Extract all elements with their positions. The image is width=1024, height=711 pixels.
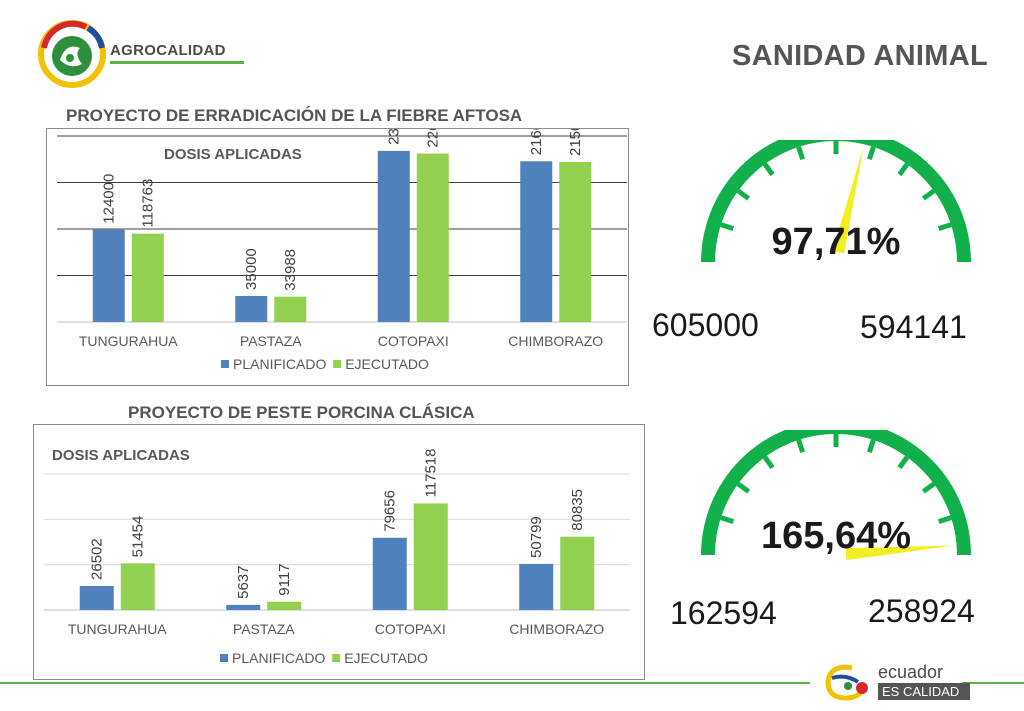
bar-planificado-chimborazo [519,563,554,610]
bar-planificado-cotopaxi [372,537,407,610]
gauge-tick [736,188,751,201]
bar-planificado-chimborazo [520,161,553,322]
gauge-tick [866,146,876,161]
gauge-tick [937,222,952,232]
chart1-frame: DOSIS APLICADAS 124000 118763 TUNGURAHUA 350… [46,95,629,386]
gauge-tick [866,439,876,454]
gauge-percent: 165,64% [761,515,911,557]
legend-swatch-ejecutado [333,360,342,368]
ecuador-es-calidad-logo: ecuador ES CALIDAD [822,656,972,706]
gauge-tick [720,515,735,525]
gauge-tick [762,162,775,177]
gauge-executed-value: 594141 [860,309,967,345]
legend-entry: EJECUTADO [344,650,428,666]
bar-planificado-pastaza [235,295,268,322]
logo-text: AGROCALIDAD [110,42,226,59]
legend-entry: PLANIFICADO [233,356,326,372]
legend-swatch-ejecutado [332,654,341,662]
data-label: 117518 [423,448,440,497]
gauge-executed-value: 258924 [868,593,975,629]
legend-swatch-planificado [220,654,228,662]
data-label: 80835 [569,489,586,531]
category-label: COTOPAXI [378,333,449,349]
agrocalidad-logo [36,18,252,94]
bar-ejecutado-chimborazo [559,162,592,322]
category-label: CHIMBORAZO [509,621,604,637]
ecuador-emblem-icon [825,664,868,701]
category-label: COTOPAXI [375,621,446,637]
bar-ejecutado-tungurahua [120,563,155,610]
data-label: 216000 [528,129,545,155]
bar-planificado-cotopaxi [377,150,410,322]
data-label: 215020 [567,129,584,156]
category-label: CHIMBORAZO [508,333,603,349]
gauge1: 97,71% 605000 594141 [652,140,971,345]
data-label: 50799 [528,516,545,558]
gauge2: 165,64% 162594 258924 [670,430,975,631]
chart1-subtitle: DOSIS APLICADAS [164,146,302,163]
data-label: 124000 [101,174,118,224]
footer-logo-line1: ecuador [878,662,943,682]
gauge-arc [701,430,971,556]
gauge-tick [736,481,751,494]
footer-divider [0,682,810,684]
chart1-svg: DOSIS APLICADAS 124000 118763 TUNGURAHUA 350… [57,95,627,372]
data-label: 9117 [276,563,293,595]
bar-ejecutado-chimborazo [560,536,595,610]
data-label: 35000 [243,248,260,290]
gauge-tick [897,455,910,470]
gauge-percent: 97,71% [772,221,901,263]
gauge-arc [701,140,971,263]
legend-entry: PLANIFICADO [232,650,325,666]
bar-planificado-tungurahua [92,229,125,322]
gauge-tick [921,188,936,201]
bar-ejecutado-pastaza [267,601,302,610]
gauge-tick [796,146,806,161]
data-label: 51454 [130,516,147,558]
chart2-svg: DOSIS APLICADAS 26502 51454 TUNGURAHUA 5637 9… [44,447,630,666]
chart1-title: PROYECTO DE ERRADICACIÓN DE LA FIEBRE AF… [66,106,523,125]
bar-planificado-tungurahua [79,585,114,610]
data-label: 5637 [235,566,252,599]
bar-ejecutado-cotopaxi [413,503,448,610]
bar-planificado-pastaza [226,604,261,610]
agrocalidad-emblem-icon [38,20,106,88]
logo-underline [110,61,244,64]
gauge-tick [897,162,910,177]
page-title: SANIDAD ANIMAL [731,40,988,72]
chart2-title: PROYECTO DE PESTE PORCINA CLÁSICA [128,403,475,422]
gauge-tick [762,455,775,470]
bar-ejecutado-pastaza [274,296,307,322]
gauge-tick [921,481,936,494]
gauge-planned-value: 605000 [652,307,759,343]
gauge-tick [720,222,735,232]
legend-swatch-planificado [221,360,229,368]
footer-logo-line2: ES CALIDAD [882,684,959,699]
chart2-frame: DOSIS APLICADAS 26502 51454 TUNGURAHUA 5637 9… [33,424,645,680]
data-label: 230000 [386,129,403,145]
footer-logo-band [878,683,970,700]
footer-divider-right [962,682,1024,684]
data-label: 26502 [89,538,106,580]
data-label: 33988 [282,249,299,291]
bar-ejecutado-cotopaxi [416,153,449,322]
gauge-needle [832,147,864,254]
data-label: 79656 [382,490,399,532]
gauge-planned-value: 162594 [670,595,777,631]
data-label: 118763 [140,179,157,228]
gauge-needle [845,545,954,561]
category-label: TUNGURAHUA [79,333,178,349]
gauge-tick [796,439,806,454]
category-label: PASTAZA [240,333,302,349]
data-label: 226370 [425,129,442,148]
category-label: TUNGURAHUA [68,621,167,637]
category-label: PASTAZA [233,621,295,637]
legend-entry: EJECUTADO [345,356,429,372]
bar-ejecutado-tungurahua [131,233,164,322]
chart2-subtitle: DOSIS APLICADAS [52,447,190,464]
gauge-tick [937,515,952,525]
